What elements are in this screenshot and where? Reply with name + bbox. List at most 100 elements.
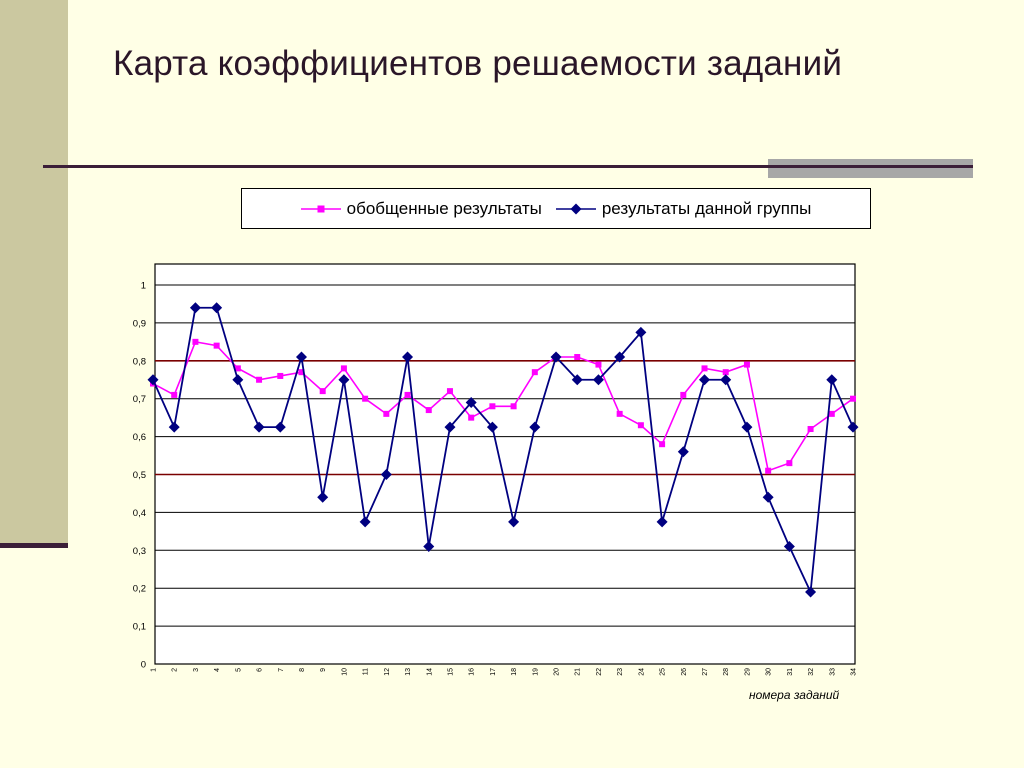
point-general xyxy=(425,407,432,414)
y-tick-label: 0,3 xyxy=(133,546,146,557)
legend-line-group-icon xyxy=(555,203,596,214)
chart-legend: обобщенные результаты результаты данной … xyxy=(241,188,871,229)
point-general xyxy=(468,414,475,421)
point-general xyxy=(531,369,538,376)
point-group xyxy=(444,421,456,433)
x-tick-label: 29 xyxy=(744,668,751,676)
point-general xyxy=(786,460,793,467)
left-decorative-band xyxy=(0,0,68,548)
y-tick-label: 0,7 xyxy=(133,394,146,405)
x-tick-label: 25 xyxy=(660,668,667,676)
x-tick-label: 18 xyxy=(511,668,518,676)
point-group xyxy=(211,302,223,314)
point-general xyxy=(850,395,856,402)
x-tick-label: 5 xyxy=(235,668,242,672)
point-group xyxy=(253,421,265,433)
point-general xyxy=(595,361,602,368)
point-general xyxy=(256,376,263,383)
plot-area xyxy=(154,263,856,665)
x-axis-label: номера заданий xyxy=(749,688,840,702)
x-tick-label: 32 xyxy=(808,668,815,676)
legend-item-group: результаты данной группы xyxy=(555,198,812,219)
x-tick-label: 34 xyxy=(851,668,858,676)
point-general xyxy=(828,410,835,417)
point-group xyxy=(826,374,838,386)
x-tick-label: 10 xyxy=(341,668,348,676)
x-tick-label: 22 xyxy=(596,668,603,676)
x-tick-label: 31 xyxy=(787,668,794,676)
point-group xyxy=(677,446,689,458)
legend-line-general-icon xyxy=(300,205,341,212)
x-tick-label: 11 xyxy=(363,668,370,675)
point-general xyxy=(659,441,666,448)
x-tick-label: 7 xyxy=(278,668,285,672)
point-group xyxy=(359,516,371,528)
point-group xyxy=(295,351,307,363)
point-group xyxy=(571,374,583,386)
point-group xyxy=(402,351,414,363)
series-line-general xyxy=(152,340,854,472)
slide-title: Карта коэффициентов решаемости заданий xyxy=(113,44,843,83)
title-divider-accent xyxy=(768,159,973,178)
point-group xyxy=(508,516,520,528)
y-tick-label: 0 xyxy=(141,660,146,671)
x-tick-label: 23 xyxy=(617,668,624,676)
x-tick-label: 20 xyxy=(554,668,561,676)
point-group xyxy=(699,374,711,386)
point-group xyxy=(847,421,859,433)
point-general xyxy=(213,342,220,349)
point-general xyxy=(277,372,284,379)
x-tick-label: 28 xyxy=(723,668,730,676)
x-tick-label: 1 xyxy=(151,668,158,672)
x-tick-label: 8 xyxy=(299,668,306,672)
x-tick-label: 14 xyxy=(426,668,433,676)
point-group xyxy=(805,586,817,598)
x-tick-label: 26 xyxy=(681,668,688,676)
point-general xyxy=(362,395,369,402)
y-tick-label: 1 xyxy=(141,281,146,292)
point-general xyxy=(722,369,729,376)
point-group xyxy=(168,421,180,433)
point-general xyxy=(510,403,517,410)
x-tick-label: 17 xyxy=(490,668,497,676)
point-general xyxy=(807,426,814,433)
left-band-rule xyxy=(0,543,68,548)
y-tick-label: 0,9 xyxy=(133,318,146,329)
x-tick-label: 19 xyxy=(532,668,539,676)
point-group xyxy=(614,351,626,363)
point-general xyxy=(765,467,772,474)
point-group xyxy=(550,351,562,363)
x-tick-label: 13 xyxy=(405,668,412,676)
point-group xyxy=(635,326,647,338)
series-line-group xyxy=(152,306,854,596)
point-general xyxy=(234,365,241,372)
point-group xyxy=(147,374,159,386)
x-tick-label: 2 xyxy=(172,668,179,672)
y-tick-label: 0,2 xyxy=(133,584,146,595)
point-group xyxy=(189,302,201,314)
point-group xyxy=(338,374,350,386)
x-tick-label: 30 xyxy=(766,668,773,676)
legend-label-group: результаты данной группы xyxy=(601,198,812,218)
point-general xyxy=(743,361,750,368)
point-general xyxy=(574,354,581,361)
point-general xyxy=(319,388,326,395)
point-group xyxy=(232,374,244,386)
point-group xyxy=(720,374,732,386)
point-group xyxy=(317,491,329,503)
y-tick-label: 0,8 xyxy=(133,356,146,367)
point-general xyxy=(340,365,347,372)
x-tick-label: 4 xyxy=(214,668,221,672)
point-general xyxy=(192,338,199,345)
point-general xyxy=(404,391,411,398)
y-tick-label: 0,4 xyxy=(133,508,146,519)
point-general xyxy=(680,391,687,398)
y-tick-label: 0,1 xyxy=(133,622,146,633)
point-group xyxy=(592,374,604,386)
point-general xyxy=(616,410,623,417)
point-group xyxy=(656,516,668,528)
x-tick-label: 15 xyxy=(447,668,454,676)
point-general xyxy=(637,422,644,429)
point-general xyxy=(701,365,708,372)
